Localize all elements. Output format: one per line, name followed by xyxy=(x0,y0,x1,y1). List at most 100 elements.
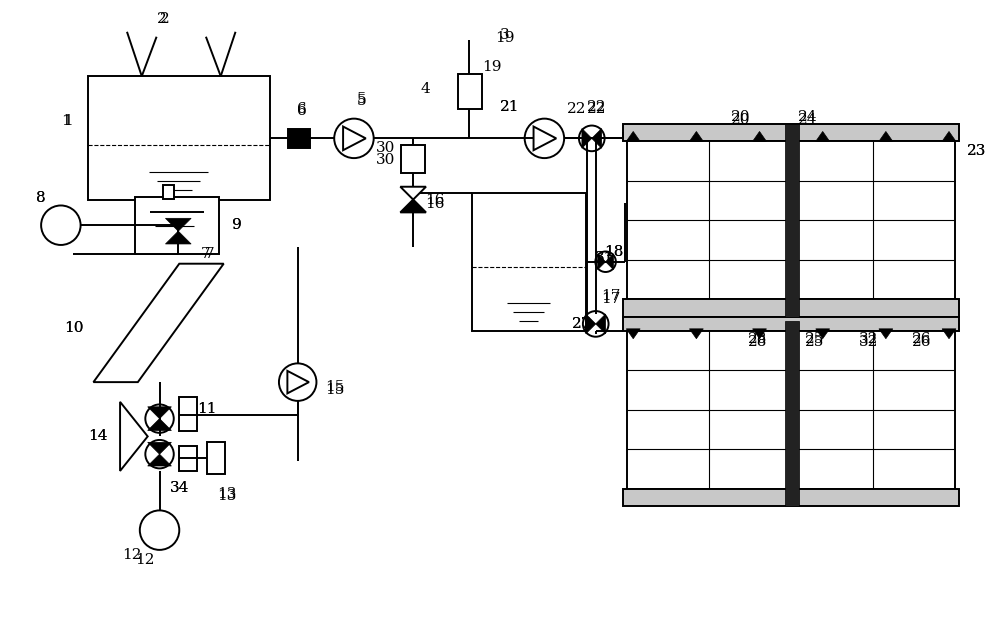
Text: 25: 25 xyxy=(805,332,824,346)
Polygon shape xyxy=(165,231,191,244)
Polygon shape xyxy=(942,329,956,339)
Bar xyxy=(627,141,955,299)
Bar xyxy=(623,317,959,331)
Polygon shape xyxy=(148,454,171,466)
Polygon shape xyxy=(606,254,613,270)
Text: 1: 1 xyxy=(61,113,71,128)
Text: 18: 18 xyxy=(604,245,623,259)
Text: 13: 13 xyxy=(217,487,236,501)
Text: 26: 26 xyxy=(912,335,932,349)
Text: 19: 19 xyxy=(482,60,502,74)
Text: 20: 20 xyxy=(731,110,751,123)
Text: 30: 30 xyxy=(376,141,395,155)
Text: 17: 17 xyxy=(601,292,620,306)
Text: 8: 8 xyxy=(36,191,46,204)
Polygon shape xyxy=(93,264,224,382)
Text: 34: 34 xyxy=(170,480,189,495)
Text: 21: 21 xyxy=(500,100,520,114)
Polygon shape xyxy=(753,132,766,141)
Polygon shape xyxy=(287,371,309,393)
Text: 30: 30 xyxy=(376,153,395,167)
Circle shape xyxy=(525,118,564,158)
Bar xyxy=(627,331,955,489)
Text: 10: 10 xyxy=(64,321,83,335)
Polygon shape xyxy=(879,329,893,339)
Text: 19: 19 xyxy=(495,31,515,45)
Polygon shape xyxy=(753,329,766,339)
Text: 34: 34 xyxy=(170,480,189,495)
Text: 14: 14 xyxy=(89,429,108,443)
Bar xyxy=(401,146,425,173)
Polygon shape xyxy=(148,407,171,418)
Text: 25: 25 xyxy=(805,335,824,349)
Polygon shape xyxy=(596,314,606,334)
Bar xyxy=(88,76,270,199)
Polygon shape xyxy=(120,402,148,471)
Text: 15: 15 xyxy=(326,383,345,397)
Bar xyxy=(135,197,219,254)
Text: 28: 28 xyxy=(748,335,767,349)
Circle shape xyxy=(140,510,179,550)
Bar xyxy=(623,299,959,317)
Text: 11: 11 xyxy=(197,402,217,416)
Text: 16: 16 xyxy=(425,192,445,206)
Polygon shape xyxy=(534,127,556,150)
Text: 4: 4 xyxy=(420,82,430,96)
Text: 5: 5 xyxy=(357,94,367,108)
Text: 27: 27 xyxy=(572,317,592,331)
Text: 13: 13 xyxy=(217,489,236,503)
Polygon shape xyxy=(598,254,606,270)
Text: 6: 6 xyxy=(297,104,307,118)
Text: 31: 31 xyxy=(595,251,614,265)
Polygon shape xyxy=(400,199,426,213)
Circle shape xyxy=(334,118,374,158)
Text: 7: 7 xyxy=(201,247,211,261)
Bar xyxy=(472,192,586,331)
Text: 21: 21 xyxy=(500,100,520,114)
Polygon shape xyxy=(592,128,602,148)
Text: 9: 9 xyxy=(232,218,241,232)
Text: 15: 15 xyxy=(326,380,345,394)
Bar xyxy=(288,128,310,148)
Text: 12: 12 xyxy=(122,548,142,562)
Text: 26: 26 xyxy=(912,332,932,346)
Text: 12: 12 xyxy=(135,553,154,567)
Bar xyxy=(623,123,959,141)
Text: 8: 8 xyxy=(36,191,46,204)
Polygon shape xyxy=(400,187,426,199)
Polygon shape xyxy=(879,132,893,141)
Text: 11: 11 xyxy=(197,402,217,416)
Text: 3: 3 xyxy=(500,28,510,42)
Text: 28: 28 xyxy=(748,332,767,346)
Polygon shape xyxy=(689,329,703,339)
Text: 23: 23 xyxy=(967,144,986,158)
Text: 24: 24 xyxy=(798,113,818,127)
Bar xyxy=(163,185,174,199)
Polygon shape xyxy=(689,132,703,141)
Circle shape xyxy=(279,363,316,401)
Text: 20: 20 xyxy=(731,113,751,127)
Bar xyxy=(179,446,197,471)
Text: 7: 7 xyxy=(205,247,215,261)
Text: 5: 5 xyxy=(357,92,367,106)
Text: 22: 22 xyxy=(587,100,606,114)
Polygon shape xyxy=(165,218,191,231)
Text: 6: 6 xyxy=(297,102,307,116)
Circle shape xyxy=(41,206,81,245)
Bar xyxy=(785,321,799,506)
Text: 17: 17 xyxy=(601,289,620,303)
Text: 22: 22 xyxy=(567,102,587,116)
Text: 9: 9 xyxy=(232,218,241,232)
Polygon shape xyxy=(148,442,171,454)
Polygon shape xyxy=(942,132,956,141)
Polygon shape xyxy=(816,132,830,141)
Bar xyxy=(623,489,959,506)
Bar xyxy=(458,74,482,109)
Text: 16: 16 xyxy=(425,197,445,211)
Bar xyxy=(207,442,225,474)
Text: 2: 2 xyxy=(157,12,166,26)
Polygon shape xyxy=(343,127,366,150)
Text: 14: 14 xyxy=(89,429,108,443)
Polygon shape xyxy=(816,329,830,339)
Text: 1: 1 xyxy=(63,113,73,128)
